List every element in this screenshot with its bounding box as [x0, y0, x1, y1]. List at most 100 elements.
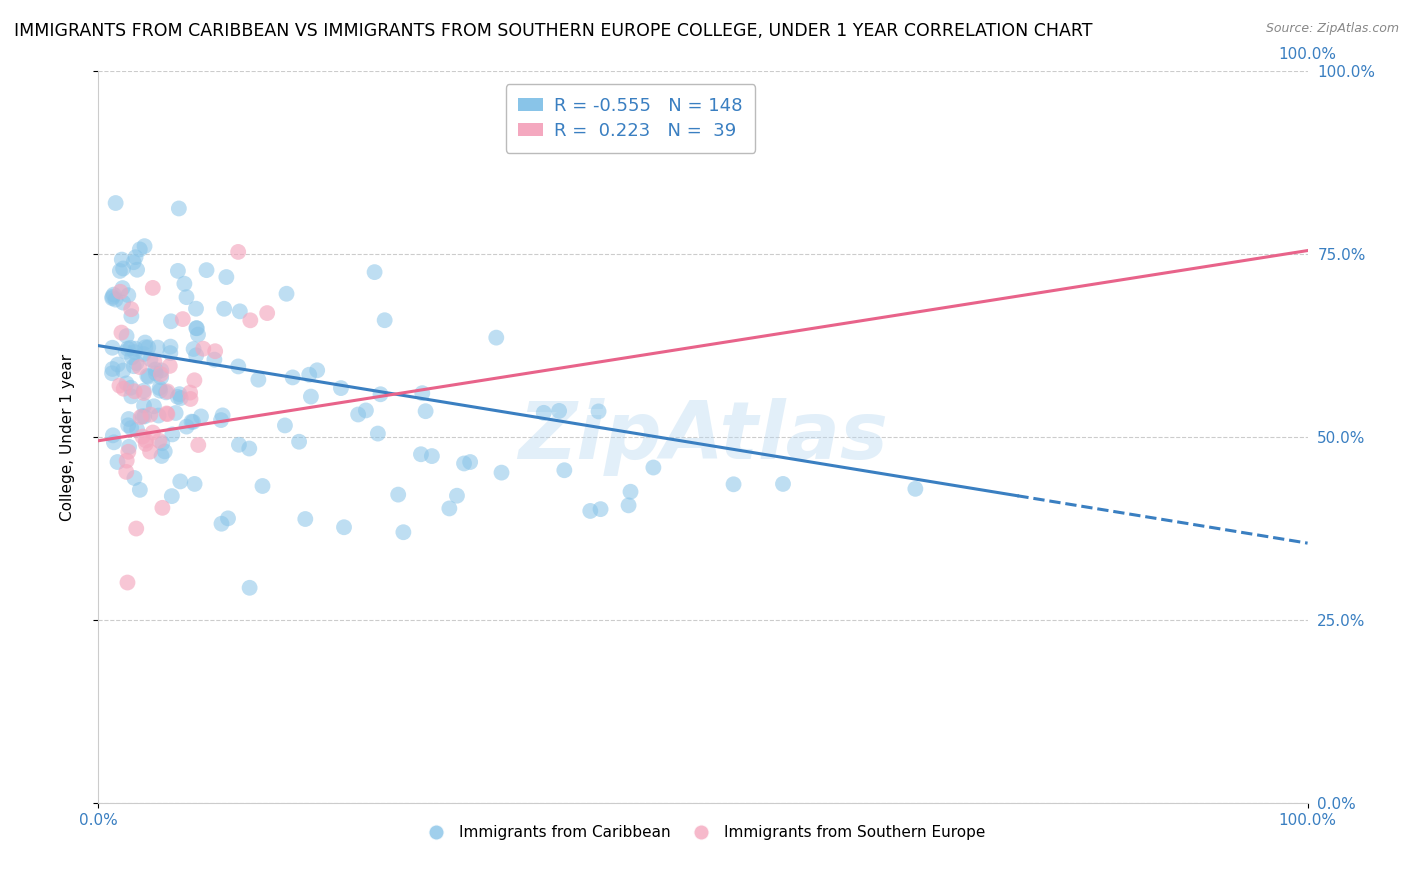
Point	[226, 244, 249, 259]
Point	[458, 455, 481, 469]
Point	[145, 362, 167, 376]
Point	[167, 264, 190, 278]
Point	[723, 477, 745, 491]
Point	[124, 342, 146, 356]
Point	[160, 489, 183, 503]
Point	[115, 329, 138, 343]
Point	[153, 444, 176, 458]
Point	[294, 512, 316, 526]
Point	[143, 354, 166, 368]
Point	[117, 444, 139, 458]
Point	[148, 409, 170, 423]
Point	[155, 385, 177, 400]
Point	[579, 504, 602, 518]
Point	[124, 384, 146, 399]
Point	[115, 376, 138, 391]
Point	[619, 484, 641, 499]
Point	[181, 415, 204, 429]
Point	[533, 406, 555, 420]
Point	[120, 310, 142, 324]
Point	[169, 475, 191, 489]
Point	[114, 344, 136, 359]
Point	[170, 391, 193, 405]
Point	[202, 352, 225, 367]
Point	[132, 347, 155, 361]
Point	[548, 404, 571, 418]
Point	[124, 250, 146, 264]
Point	[120, 341, 142, 355]
Point	[136, 368, 159, 383]
Point	[643, 460, 665, 475]
Point	[204, 344, 226, 359]
Point	[772, 477, 794, 491]
Point	[159, 346, 181, 360]
Point	[173, 277, 195, 291]
Point	[117, 575, 139, 590]
Point	[149, 384, 172, 398]
Point	[101, 290, 124, 304]
Point	[112, 261, 135, 276]
Point	[128, 243, 150, 257]
Point	[135, 437, 157, 451]
Point	[588, 404, 610, 418]
Point	[121, 351, 143, 365]
Point	[190, 409, 212, 424]
Point	[115, 453, 138, 467]
Point	[298, 368, 321, 382]
Point	[134, 335, 156, 350]
Point	[134, 340, 156, 354]
Point	[215, 270, 238, 285]
Point	[184, 301, 207, 316]
Text: ZipAtlas: ZipAtlas	[517, 398, 889, 476]
Point	[111, 252, 134, 267]
Point	[183, 342, 205, 356]
Point	[134, 409, 156, 424]
Point	[367, 426, 389, 441]
Point	[118, 440, 141, 454]
Point	[299, 390, 322, 404]
Point	[101, 362, 124, 376]
Point	[239, 581, 262, 595]
Point	[411, 386, 433, 401]
Point	[101, 366, 124, 380]
Point	[166, 390, 188, 404]
Point	[165, 406, 187, 420]
Legend: Immigrants from Caribbean, Immigrants from Southern Europe: Immigrants from Caribbean, Immigrants fr…	[415, 819, 991, 847]
Point	[150, 370, 173, 384]
Point	[491, 466, 513, 480]
Point	[120, 302, 142, 317]
Point	[112, 295, 135, 310]
Point	[142, 281, 165, 295]
Point	[159, 340, 181, 354]
Point	[145, 367, 167, 381]
Point	[370, 387, 392, 401]
Point	[107, 455, 129, 469]
Point	[120, 389, 142, 403]
Point	[228, 438, 250, 452]
Point	[143, 399, 166, 413]
Point	[485, 331, 508, 345]
Point	[176, 290, 198, 304]
Point	[124, 471, 146, 485]
Point	[211, 516, 233, 531]
Point	[128, 483, 150, 497]
Point	[101, 341, 124, 355]
Point	[183, 373, 205, 387]
Point	[392, 525, 415, 540]
Point	[150, 500, 173, 515]
Point	[420, 449, 443, 463]
Point	[132, 399, 155, 413]
Point	[125, 356, 148, 370]
Point	[553, 463, 575, 477]
Point	[111, 281, 134, 295]
Point	[617, 499, 640, 513]
Point	[307, 363, 329, 377]
Point	[127, 262, 149, 277]
Point	[117, 288, 139, 302]
Point	[120, 381, 142, 395]
Point	[101, 428, 124, 442]
Point	[329, 381, 352, 395]
Point	[226, 359, 249, 374]
Point	[179, 392, 201, 406]
Point	[256, 306, 278, 320]
